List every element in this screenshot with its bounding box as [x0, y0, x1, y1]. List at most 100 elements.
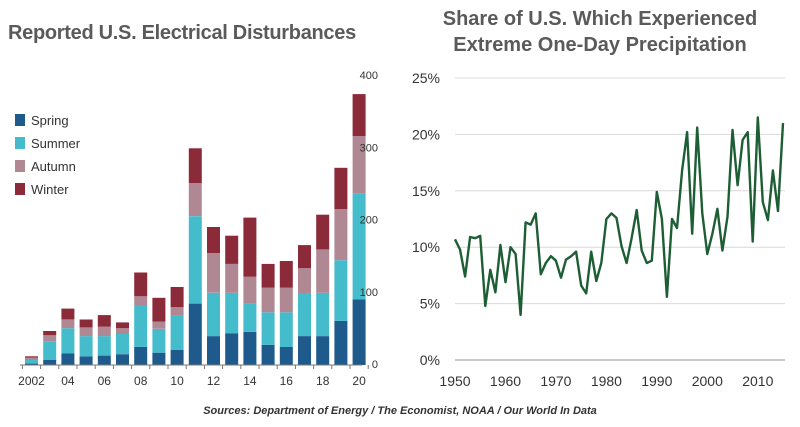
bar-spring-06 [97, 355, 111, 365]
bar-summer-11 [188, 216, 202, 304]
bar-autumn-2002 [25, 357, 38, 360]
bar-spring-2003 [43, 359, 57, 365]
bar-spring-2005 [79, 356, 93, 365]
bar-autumn-2019 [334, 208, 348, 261]
bar-summer-04 [61, 328, 75, 354]
right-x-tick-label: 1970 [540, 373, 571, 389]
right-chart-title-line-1: Share of U.S. Which Experienced [442, 8, 758, 30]
bar-winter-2019 [334, 167, 348, 209]
bar-autumn-10 [170, 307, 184, 316]
precipitation-series-line [453, 116, 785, 317]
bar-summer-2013 [225, 292, 239, 334]
right-x-tick-label: 1990 [641, 373, 672, 389]
bar-autumn-2015 [261, 287, 275, 313]
right-x-tick-label: 1980 [591, 373, 622, 389]
bar-summer-2015 [261, 312, 275, 345]
left-y-tick-label: 400 [360, 70, 378, 82]
bar-autumn-2005 [79, 327, 93, 337]
bar-winter-2002 [25, 356, 38, 358]
left-x-tick-label: 16 [280, 374, 294, 388]
bar-spring-11 [188, 303, 202, 365]
legend-swatch-winter [15, 183, 25, 195]
bar-summer-2002 [25, 359, 38, 364]
bar-summer-08 [134, 305, 148, 347]
bar-summer-12 [207, 292, 220, 337]
bar-spring-18 [316, 336, 330, 365]
bar-summer-18 [316, 292, 330, 337]
right-y-tick-label: 20% [412, 126, 440, 142]
bar-spring-2015 [261, 344, 275, 365]
legend-swatch-spring [15, 114, 25, 126]
bar-winter-16 [279, 261, 293, 288]
left-x-tick-label: 08 [134, 374, 148, 388]
bar-autumn-11 [188, 182, 202, 217]
bar-spring-20 [352, 299, 366, 365]
bar-summer-20 [352, 193, 366, 300]
bar-spring-16 [279, 346, 293, 365]
legend-label-autumn: Autumn [31, 159, 76, 174]
right-x-tick-label: 2010 [742, 373, 773, 389]
bar-winter-2009 [152, 297, 166, 322]
right-chart-title: Share of U.S. Which Experienced Extreme … [405, 6, 795, 58]
bar-autumn-2013 [225, 263, 239, 293]
right-x-tick-label: 1960 [490, 373, 521, 389]
bar-winter-12 [207, 227, 220, 253]
right-y-tick-label: 25% [412, 70, 440, 86]
bar-winter-2003 [43, 331, 57, 336]
legend-label-winter: Winter [31, 182, 69, 197]
right-x-tick-label: 1950 [439, 373, 470, 389]
bar-spring-2002 [25, 363, 38, 365]
bar-autumn-04 [61, 319, 75, 329]
bar-autumn-20 [352, 136, 366, 194]
bar-summer-2007 [116, 333, 129, 355]
left-x-tick-label: 10 [170, 374, 184, 388]
bar-winter-06 [97, 315, 111, 327]
bar-winter-2007 [116, 322, 129, 329]
bar-summer-14 [243, 303, 257, 332]
right-chart-title-line-2: Extreme One-Day Precipitation [453, 34, 747, 56]
right-y-tick-label: 10% [412, 239, 440, 255]
left-x-tick-label: 20 [352, 374, 366, 388]
bar-winter-20 [352, 94, 366, 136]
bar-summer-10 [170, 315, 184, 350]
bar-spring-2009 [152, 352, 166, 365]
bar-autumn-14 [243, 276, 257, 304]
left-chart-title: Reported U.S. Electrical Disturbances [8, 22, 356, 44]
legend-swatch-summer [15, 137, 25, 149]
bar-spring-08 [134, 346, 148, 365]
bar-autumn-18 [316, 249, 330, 293]
bar-spring-14 [243, 331, 257, 365]
right-y-tick-label: 0% [420, 352, 440, 368]
left-x-tick-label: 14 [243, 374, 257, 388]
bar-autumn-06 [97, 326, 111, 337]
left-x-tick-label: 18 [316, 374, 330, 388]
left-x-tick-label: 04 [61, 374, 75, 388]
bar-winter-14 [243, 217, 257, 277]
bar-autumn-2007 [116, 328, 129, 334]
legend-swatch-autumn [15, 160, 25, 172]
bar-autumn-2017 [298, 268, 311, 294]
bar-winter-11 [188, 148, 202, 183]
bar-winter-2005 [79, 319, 93, 328]
right-x-tick-label: 2000 [692, 373, 723, 389]
sources-note: Sources: Department of Energy / The Econ… [203, 405, 597, 417]
bar-spring-12 [207, 336, 220, 365]
bar-summer-2003 [43, 341, 57, 360]
bar-spring-2007 [116, 354, 129, 365]
bar-winter-2015 [261, 263, 275, 288]
left-x-tick-label: 12 [207, 374, 221, 388]
bar-winter-08 [134, 272, 148, 297]
bar-spring-04 [61, 353, 75, 365]
left-x-tick-label: 06 [98, 374, 112, 388]
bar-summer-06 [97, 336, 111, 356]
left-y-tick-label: 300 [360, 142, 378, 154]
bar-winter-2017 [298, 245, 311, 269]
bar-winter-10 [170, 287, 184, 308]
left-y-tick-label: 100 [360, 287, 378, 299]
legend-label-summer: Summer [31, 136, 81, 151]
bar-winter-04 [61, 308, 75, 320]
bar-summer-2005 [79, 336, 93, 357]
bar-autumn-2009 [152, 321, 166, 329]
bar-spring-2017 [298, 336, 311, 365]
